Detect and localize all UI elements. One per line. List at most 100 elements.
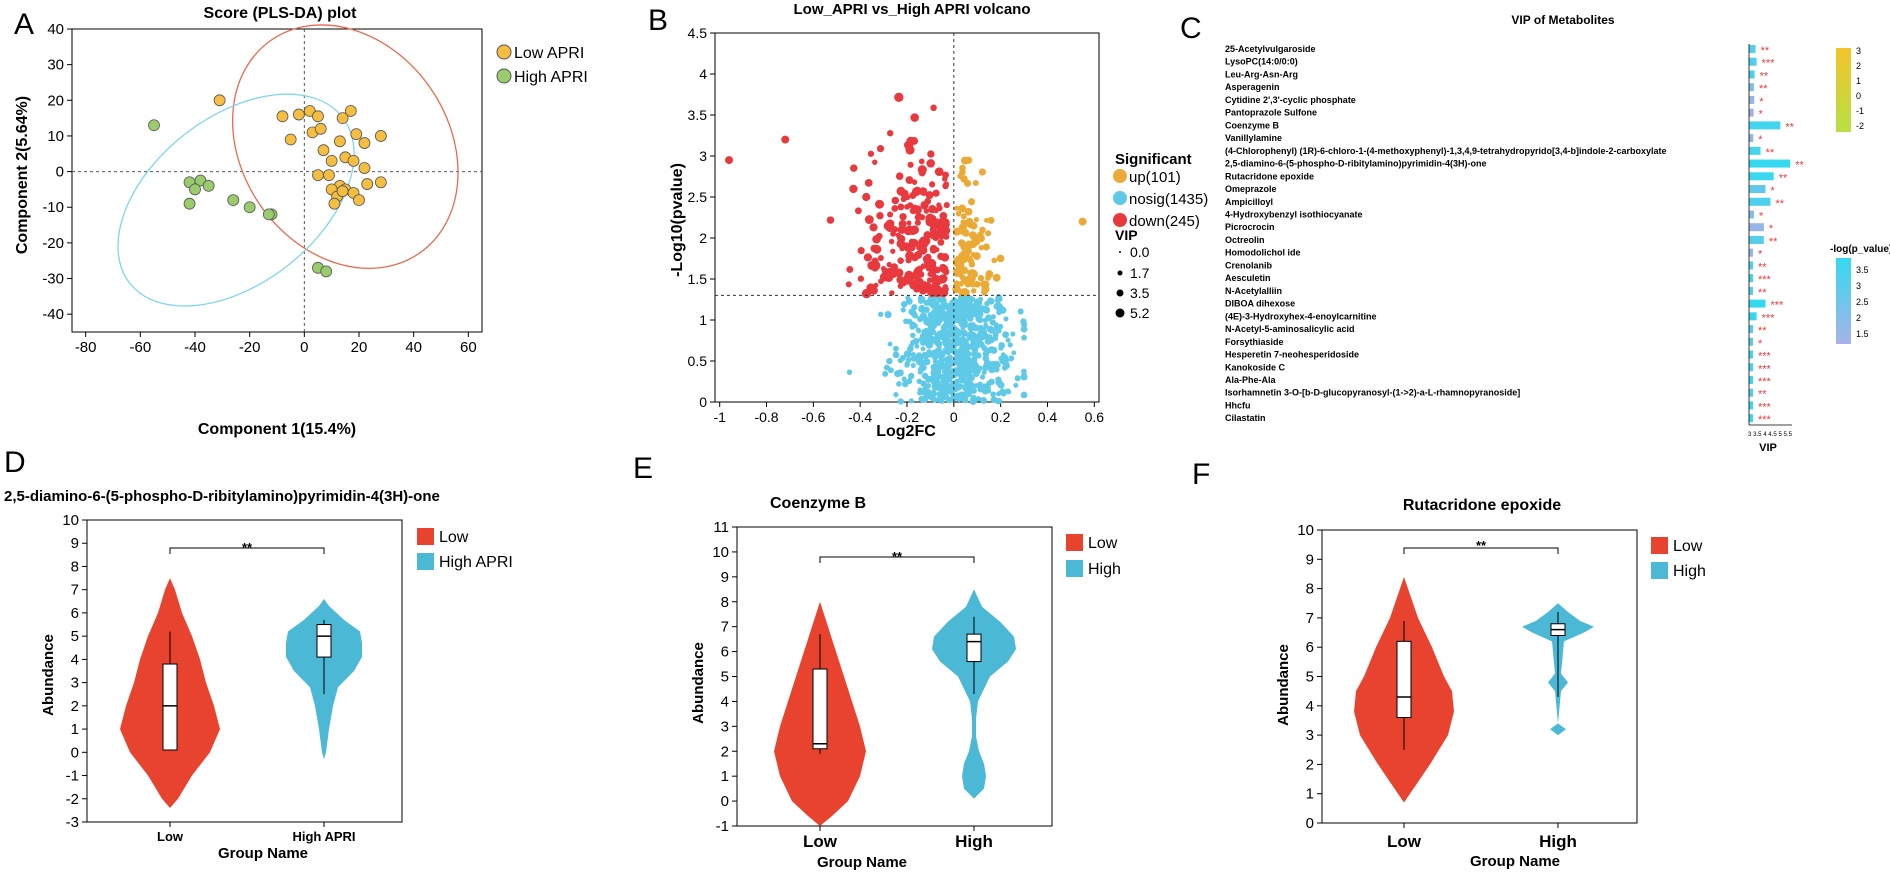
volcano-point-nosig [956,364,963,371]
volcano-point-down [849,184,858,194]
volcano-point-nosig [931,300,937,306]
score-point-low-apri [314,122,327,135]
vip-bar [1749,83,1754,92]
volcano-point-nosig [981,369,987,375]
volcano-point-nosig [943,376,950,382]
volcano-point-down [897,283,904,290]
volcano-point-down [886,261,892,268]
vip-bar [1749,312,1757,321]
vip-significance-stars: * [1769,223,1774,235]
volcano-point-down [928,205,937,214]
volcano-y-tick-label: 3 [699,148,707,164]
vip-size-marker-3 [1115,308,1125,318]
volcano-point-nosig [991,327,997,333]
violin-f-legend: Low High [1651,537,1706,580]
violin-y-tick-label: 6 [1306,639,1314,656]
volcano-point-nosig [988,366,996,374]
panel-letter-a: A [14,8,34,41]
violin-y-tick-label: 4 [721,693,729,710]
volcano-legend-title: Significant [1115,151,1192,168]
vip-metabolite-label: (4E)-3-Hydroxyhex-4-enoylcarnitine [1225,311,1377,321]
box-iqr [966,633,982,663]
score-point-low-apri [358,137,371,149]
volcano-point-nosig [959,305,966,313]
violin-f-sig: ** [1476,538,1487,553]
volcano-point-nosig [900,300,908,308]
volcano-point-up [960,288,969,296]
volcano-point-nosig [962,385,969,392]
volcano-point-down [937,238,945,246]
box-iqr [162,663,178,751]
volcano-point-nosig [1020,318,1027,325]
volcano-point-nosig [909,321,916,328]
score-point-high-apri [262,208,275,221]
violin-f-legend-high: High [1673,563,1706,580]
volcano-point-nosig [922,338,929,345]
volcano-point-nosig [956,339,964,347]
volcano-point-up [978,168,986,176]
volcano-point-down [890,230,896,237]
volcano-point-down [879,272,889,282]
vip-metabolite-label: Leu-Arg-Asn-Arg [1225,69,1298,79]
vip-significance-stars: ** [1775,198,1784,210]
violin-d-sig: ** [242,540,253,555]
vip-significance-stars: ** [1766,147,1775,159]
violin-f-legend-low: Low [1673,538,1703,555]
violin-y-tick-label: 1 [1306,786,1314,803]
volcano-point-nosig [972,362,980,370]
vip-metabolite-label: Omeprazole [1225,184,1277,194]
vip-bar [1749,197,1771,206]
score-point-low-apri [353,194,365,207]
significance-bracket [819,556,975,563]
volcano-point-nosig [935,349,943,357]
volcano-x-label: Log2FC [876,423,936,440]
volcano-point-nosig [932,305,940,313]
volcano-point-nosig [916,315,924,323]
volcano-point-nosig [931,321,937,328]
volcano-point-nosig [1011,350,1017,356]
vip-bar [1749,172,1774,181]
volcano-point-down [939,287,947,296]
volcano-point-nosig [911,304,918,311]
volcano-point-nosig [974,298,981,305]
volcano-point-down [928,269,937,278]
vip-bar [1749,299,1766,308]
volcano-point-down [916,270,923,278]
volcano-point-nosig [962,347,970,355]
violin-e-cat-low: Low [803,832,838,851]
vip-significance-stars: *** [1762,58,1776,70]
significance-bracket [169,547,325,554]
vip-significance-stars: ** [1760,70,1769,82]
volcano-point-nosig [947,341,953,347]
volcano-point-up [958,223,967,232]
volcano-point-down [870,244,879,253]
violin-y-tick-label: 7 [71,582,79,599]
vip-significance-stars: * [1759,96,1764,108]
score-point-low-apri [284,133,297,146]
volcano-point-up [968,261,976,268]
volcano-point-down [918,214,926,221]
volcano-point-down [907,161,914,168]
vip-bar [1749,121,1781,130]
top-color-tick: 2 [1856,61,1861,71]
volcano-point-nosig [963,331,969,337]
volcano-y-tick-label: 1.5 [688,271,708,287]
volcano-point-down [926,277,933,283]
volcano-point-up [996,254,1005,263]
volcano-point-up [979,226,986,234]
significance-bracket [1403,547,1559,554]
top-color-tick: 0 [1856,91,1861,101]
volcano-x-tick-label: 0.2 [991,409,1011,425]
vip-significance-stars: * [1758,249,1763,261]
volcano-title: Low_APRI vs_High APRI volcano [794,1,1031,18]
vip-metabolite-label: Hesperetin 7-neohesperidoside [1225,350,1359,360]
vip-metabolite-label: Homodolichol ide [1225,248,1301,258]
violin-e-sig: ** [892,549,903,564]
violin-y-tick-label: -1 [66,768,79,785]
vip-metabolite-label: Rutacridone epoxide [1225,171,1314,181]
volcano-point-nosig [993,360,1000,367]
score-point-low-apri [350,128,363,141]
vip-bar [1749,401,1753,410]
volcano-point-nosig [921,372,929,380]
